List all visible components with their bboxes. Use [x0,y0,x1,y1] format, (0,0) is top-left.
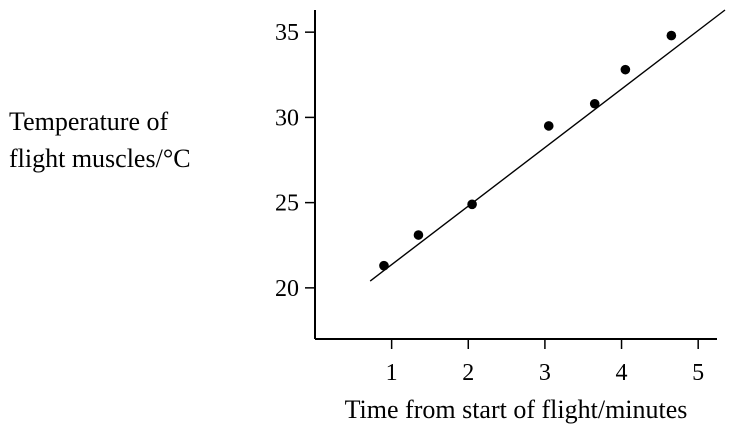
trend-line [369,9,726,282]
y-tick-label: 20 [275,276,299,302]
data-point [379,260,389,271]
y-tick-label: 30 [275,105,299,131]
x-ticks: 1 2 3 4 5 [386,339,704,386]
data-point [543,121,554,131]
x-tick-label: 1 [386,360,398,386]
data-point [413,230,424,240]
data-point [589,98,600,109]
y-ticks: 20 25 30 35 [275,20,315,302]
y-axis-title-line-2: flight muscles/°C [9,144,191,173]
data-point [666,30,677,41]
data-point [620,64,631,75]
x-tick-label: 3 [539,360,551,386]
trend-line-group [369,9,726,282]
y-axis-title-line-1: Temperature of [9,107,168,136]
y-tick-label: 35 [275,20,299,46]
x-tick-label: 4 [616,360,628,386]
y-tick-label: 25 [275,191,299,217]
x-axis-title: Time from start of flight/minutes [345,395,688,424]
data-points [379,30,677,271]
x-tick-label: 2 [462,360,474,386]
x-tick-label: 5 [692,360,704,386]
data-point [467,199,477,210]
